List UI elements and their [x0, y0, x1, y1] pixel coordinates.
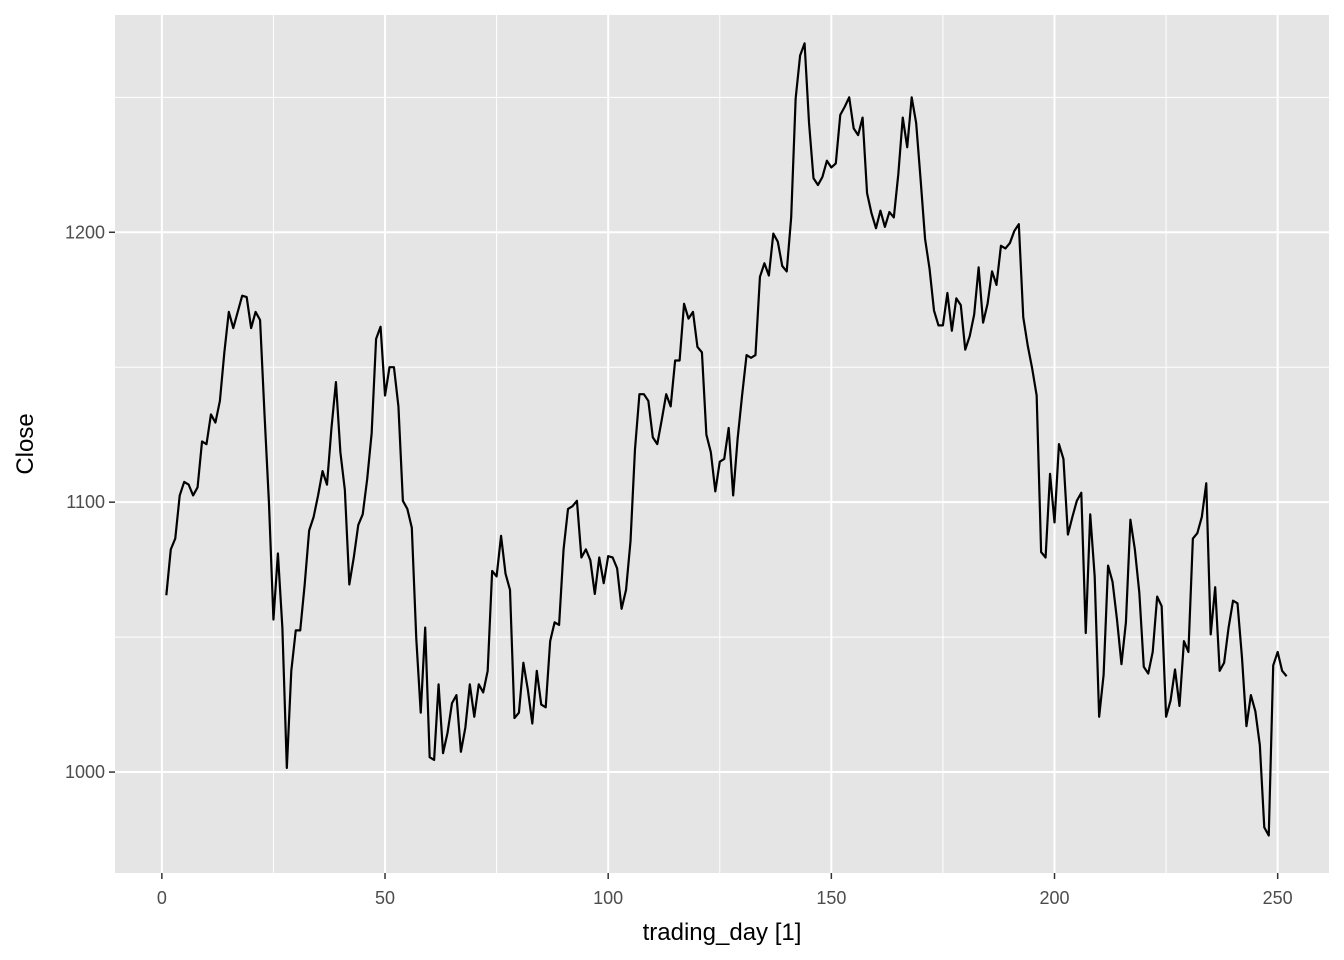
- x-tick-label: 100: [593, 888, 623, 908]
- x-tick-label: 250: [1263, 888, 1293, 908]
- y-axis-title: Close: [12, 413, 39, 474]
- y-tick-label: 1200: [65, 222, 105, 242]
- close-price-line: [165, 42, 1288, 837]
- x-tick-label: 200: [1039, 888, 1069, 908]
- series-layer: [165, 42, 1288, 837]
- y-axis: 1000 1100 1200: [65, 222, 115, 782]
- x-axis-title: trading_day [1]: [643, 919, 802, 946]
- x-tick-label: 150: [816, 888, 846, 908]
- minor-gridlines: [115, 15, 1329, 873]
- plot-panel: [115, 15, 1329, 873]
- y-tick-label: 1000: [65, 762, 105, 782]
- x-axis: 0 50 100 150 200 250: [157, 873, 1293, 908]
- x-tick-label: 50: [375, 888, 395, 908]
- major-gridlines: [115, 15, 1329, 873]
- x-tick-label: 0: [157, 888, 167, 908]
- y-tick-label: 1100: [66, 492, 105, 512]
